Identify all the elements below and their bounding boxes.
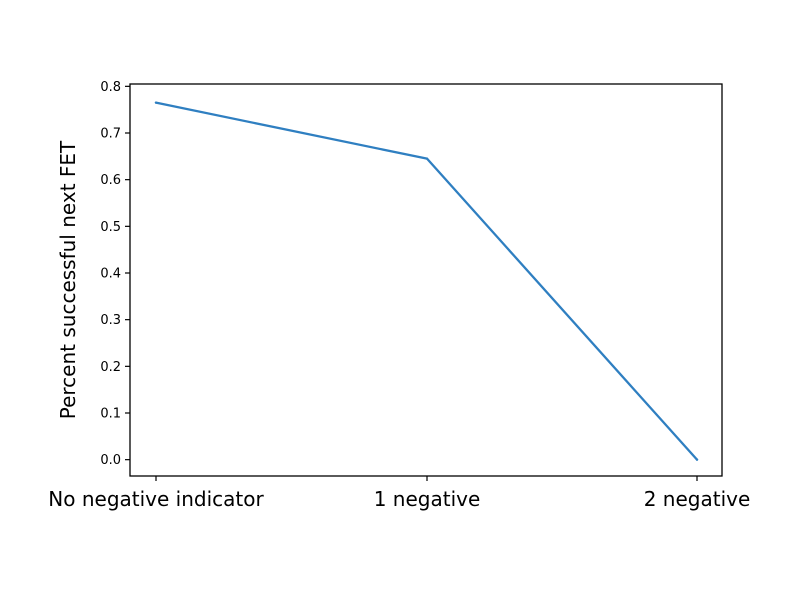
y-tick-label: 0.5 [100, 220, 121, 235]
data-point [154, 101, 158, 104]
y-tick-label: 0.8 [100, 80, 121, 95]
x-tick-label: 1 negative [374, 487, 481, 511]
x-axis: No negative indicator 1 negative 2 negativ… [48, 476, 750, 511]
y-tick-label: 0.0 [100, 453, 121, 468]
data-point [425, 157, 429, 160]
y-axis-label: Percent successful next FET [56, 140, 80, 419]
y-tick-label: 0.1 [100, 407, 121, 422]
y-tick-label: 0.2 [100, 360, 121, 375]
plot-area-frame [129, 83, 723, 477]
data-point [695, 458, 699, 461]
y-axis: 0.0 0.1 0.2 0.3 0.4 0.5 0.6 0.7 0.8 [100, 80, 130, 468]
y-tick-label: 0.7 [100, 127, 121, 142]
y-tick-label: 0.3 [100, 313, 121, 328]
x-tick-label: 2 negative [644, 487, 751, 511]
x-tick-label: No negative indicator [48, 487, 264, 511]
series-line [154, 101, 699, 461]
y-tick-label: 0.6 [100, 173, 121, 188]
series-layer [154, 101, 699, 461]
y-tick-label: 0.4 [100, 267, 121, 282]
